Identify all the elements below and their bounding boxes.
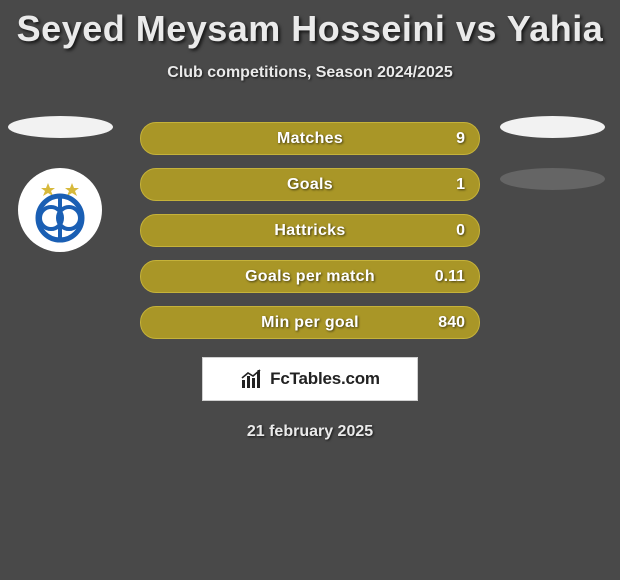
stat-label: Min per goal [261,314,359,332]
stat-label: Hattricks [274,222,345,240]
left-name-ellipse [8,116,113,138]
stat-value: 0.11 [435,268,465,286]
branding-text: FcTables.com [270,369,380,389]
right-player-column [500,116,610,220]
stat-value: 9 [456,130,465,148]
stat-value: 0 [456,222,465,240]
stat-value: 840 [438,314,465,332]
stat-bar-hattricks: Hattricks 0 [140,214,480,247]
comparison-content: Matches 9 Goals 1 Hattricks 0 Goals per … [0,122,620,441]
stat-bar-min-per-goal: Min per goal 840 [140,306,480,339]
stat-value: 1 [456,176,465,194]
page-title: Seyed Meysam Hosseini vs Yahia [0,0,620,50]
footer-date: 21 february 2025 [0,423,620,441]
stat-label: Matches [277,130,343,148]
stat-bars: Matches 9 Goals 1 Hattricks 0 Goals per … [140,122,480,339]
stat-bar-matches: Matches 9 [140,122,480,155]
left-player-column [8,116,118,252]
right-name-ellipse [500,116,605,138]
right-club-ellipse [500,168,605,190]
page-subtitle: Club competitions, Season 2024/2025 [0,64,620,82]
stat-label: Goals per match [245,268,375,286]
branding-box[interactable]: FcTables.com [202,357,418,401]
stat-bar-goals: Goals 1 [140,168,480,201]
left-club-badge [18,168,102,252]
bar-chart-icon [240,368,264,390]
esteghlal-logo-icon [24,174,96,246]
stat-label: Goals [287,176,333,194]
stat-bar-goals-per-match: Goals per match 0.11 [140,260,480,293]
